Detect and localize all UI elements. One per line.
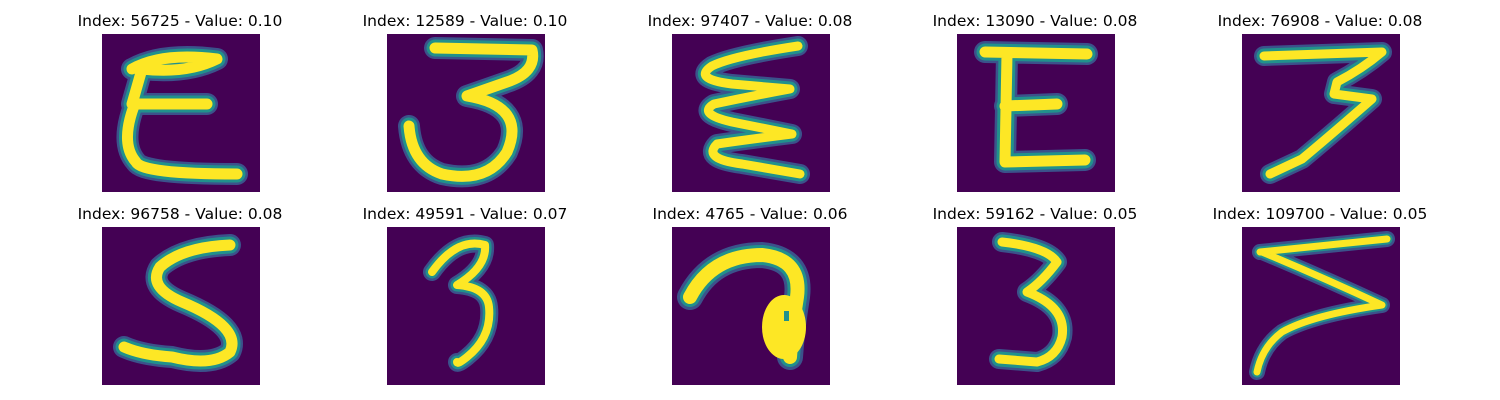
panel-title: Index: 56725 - Value: 0.10: [77, 12, 283, 30]
glyph-3-flat-top: [1254, 42, 1392, 184]
panel-title: Index: 59162 - Value: 0.05: [932, 205, 1138, 223]
glyph-z-slant: [1249, 231, 1395, 380]
digit-image: [102, 227, 260, 385]
panel-title: Index: 12589 - Value: 0.10: [362, 12, 568, 30]
panel-title: Index: 49591 - Value: 0.07: [362, 205, 568, 223]
digit-image: [1242, 34, 1400, 192]
digit-image: [102, 34, 260, 192]
digit-image: [672, 34, 830, 192]
digit-image: [387, 34, 545, 192]
glyph-5-curve: [113, 234, 243, 372]
digit-image: [957, 34, 1115, 192]
digit-image: [957, 227, 1115, 385]
digit-image: [672, 227, 830, 385]
panel-title: Index: 76908 - Value: 0.08: [1217, 12, 1423, 30]
glyph-3-narrow: [989, 232, 1073, 372]
panel-title: Index: 96758 - Value: 0.08: [77, 205, 283, 223]
glyph-hook-blob: [677, 242, 811, 370]
panel-title: Index: 13090 - Value: 0.08: [932, 12, 1138, 30]
glyph-3-loop: [398, 37, 544, 188]
panel-title: Index: 4765 - Value: 0.06: [652, 205, 848, 223]
digit-image: [387, 227, 545, 385]
glyph-3-small: [423, 234, 499, 372]
digit-image: [1242, 227, 1400, 385]
glyph-e-block: [974, 41, 1098, 173]
panel-title: Index: 97407 - Value: 0.08: [647, 12, 853, 30]
panel-title: Index: 109700 - Value: 0.05: [1212, 205, 1428, 223]
glyph-e-wavy: [695, 36, 810, 184]
glyph-e-upper: [116, 45, 248, 185]
